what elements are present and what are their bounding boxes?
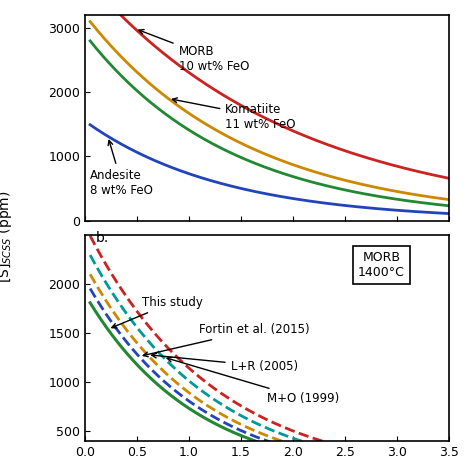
Text: Fortin et al. (2015): Fortin et al. (2015) bbox=[143, 323, 310, 357]
Text: Komatiite
11 wt% FeO: Komatiite 11 wt% FeO bbox=[173, 98, 296, 130]
Text: MORB
1400°C: MORB 1400°C bbox=[358, 251, 405, 279]
Text: This study: This study bbox=[112, 296, 203, 328]
Text: Andesite
8 wt% FeO: Andesite 8 wt% FeO bbox=[90, 140, 153, 197]
Text: M+O (1999): M+O (1999) bbox=[167, 357, 339, 405]
Text: MORB
10 wt% FeO: MORB 10 wt% FeO bbox=[139, 29, 249, 73]
Text: L+R (2005): L+R (2005) bbox=[152, 353, 298, 373]
Text: b.: b. bbox=[95, 231, 109, 245]
Text: [S]$_{SCSS}$ (ppm): [S]$_{SCSS}$ (ppm) bbox=[0, 191, 14, 283]
